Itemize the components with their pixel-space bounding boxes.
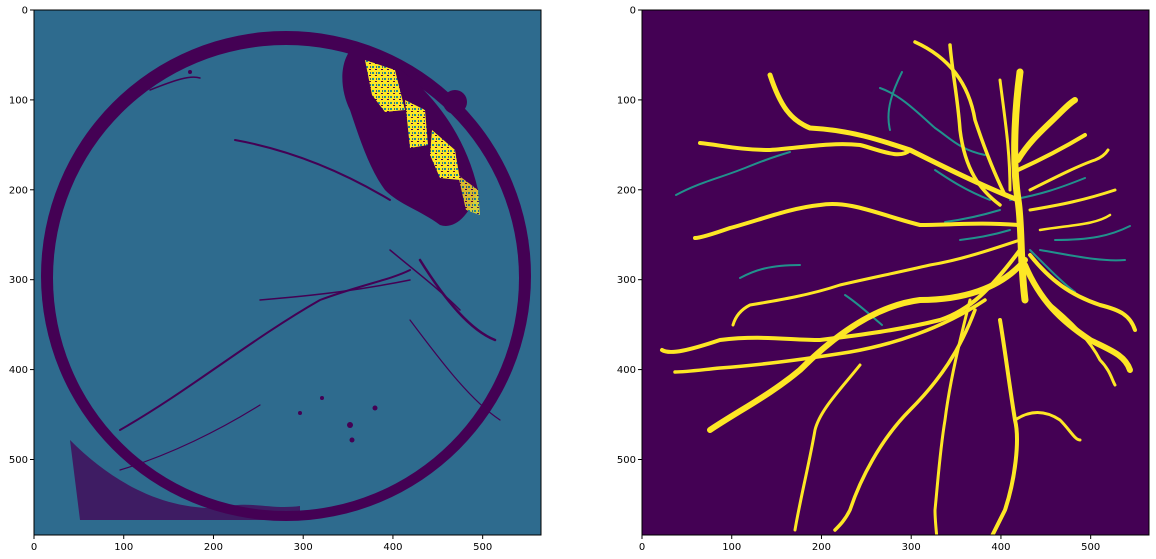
left-xtick-label: 300 [294,542,313,553]
bright-patch-4 [458,175,480,215]
right-ytick-label: 200 [617,185,636,196]
optic-bulge [443,90,467,114]
bright-patch-1 [365,60,405,112]
right-xtick-label: 100 [722,542,741,553]
ragged-edge [70,440,300,520]
fundus-field [53,45,519,511]
thin-vessels [675,71,1131,326]
left-ytick-label: 300 [9,275,28,286]
right-ytick-label: 400 [617,365,636,376]
left-xtick-label: 0 [31,542,37,553]
left-ytick-label: 500 [9,455,28,466]
left-ytick-label: 400 [9,365,28,376]
vessel-tree [660,40,1137,535]
main-vessels [660,40,1137,535]
left-xtick-label: 400 [383,542,402,553]
left-plot-frame [33,9,542,536]
right-axes: 0 100 200 300 400 500 0 100 200 300 400 500 [617,6,1100,554]
right-xtick-label: 300 [902,542,921,553]
bright-patch-3 [430,130,460,180]
left-ytick-label: 100 [9,95,28,106]
right-ytick-label: 500 [617,455,636,466]
left-xtick-label: 100 [114,542,133,553]
left-xtick-label: 200 [204,542,223,553]
small-dots [188,70,378,443]
left-axes: 0 100 200 300 400 500 0 100 200 300 400 500 [9,6,492,554]
right-xtick-label: 500 [1081,542,1100,553]
right-ytick-label: 300 [617,275,636,286]
right-ytick-label: 100 [617,95,636,106]
left-ytick-label: 0 [22,6,28,17]
right-panel: 0 100 200 300 400 500 0 100 200 300 400 500 [617,6,1150,554]
right-xtick-label: 0 [639,542,645,553]
bright-patch-2 [405,100,428,148]
left-ytick-label: 200 [9,185,28,196]
left-xtick-label: 500 [473,542,492,553]
left-panel: 0 100 200 300 400 500 0 100 200 300 400 500 [9,6,542,554]
right-xtick-label: 200 [812,542,831,553]
right-plot-frame [641,9,1150,536]
right-ytick-label: 0 [630,6,636,17]
vessel-traces [119,76,501,471]
left-image-content [41,31,531,521]
right-xtick-label: 400 [991,542,1010,553]
